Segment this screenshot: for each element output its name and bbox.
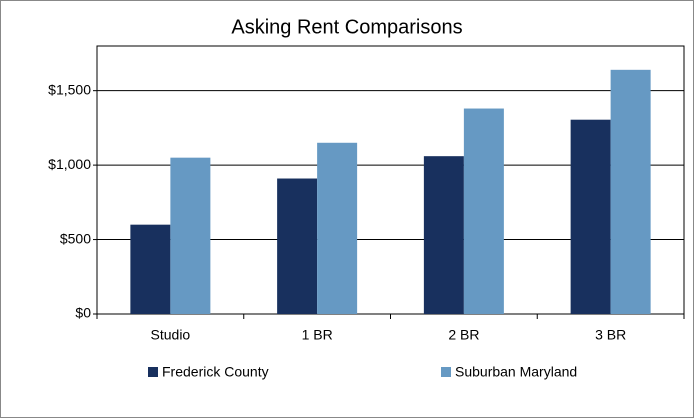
bar (277, 178, 318, 314)
bar (170, 157, 211, 314)
y-tick-label: $1,500 (48, 81, 91, 97)
bar (317, 142, 358, 314)
x-tick-label: 3 BR (595, 327, 626, 343)
legend-label: Suburban Maryland (455, 364, 577, 380)
legend-swatch (148, 367, 158, 377)
bar (423, 156, 464, 314)
y-tick-label: $0 (75, 305, 91, 321)
bar (610, 69, 651, 314)
legend-swatch (441, 367, 451, 377)
x-tick-label: 1 BR (302, 327, 333, 343)
y-tick-label: $1,000 (48, 156, 91, 172)
x-tick-label: Studio (151, 327, 191, 343)
bar (570, 119, 611, 314)
chart-title: Asking Rent Comparisons (231, 16, 462, 38)
x-tick-label: 2 BR (448, 327, 479, 343)
bar (463, 108, 504, 315)
legend-label: Frederick County (162, 364, 269, 380)
bar (130, 224, 171, 314)
y-tick-label: $500 (60, 230, 91, 246)
